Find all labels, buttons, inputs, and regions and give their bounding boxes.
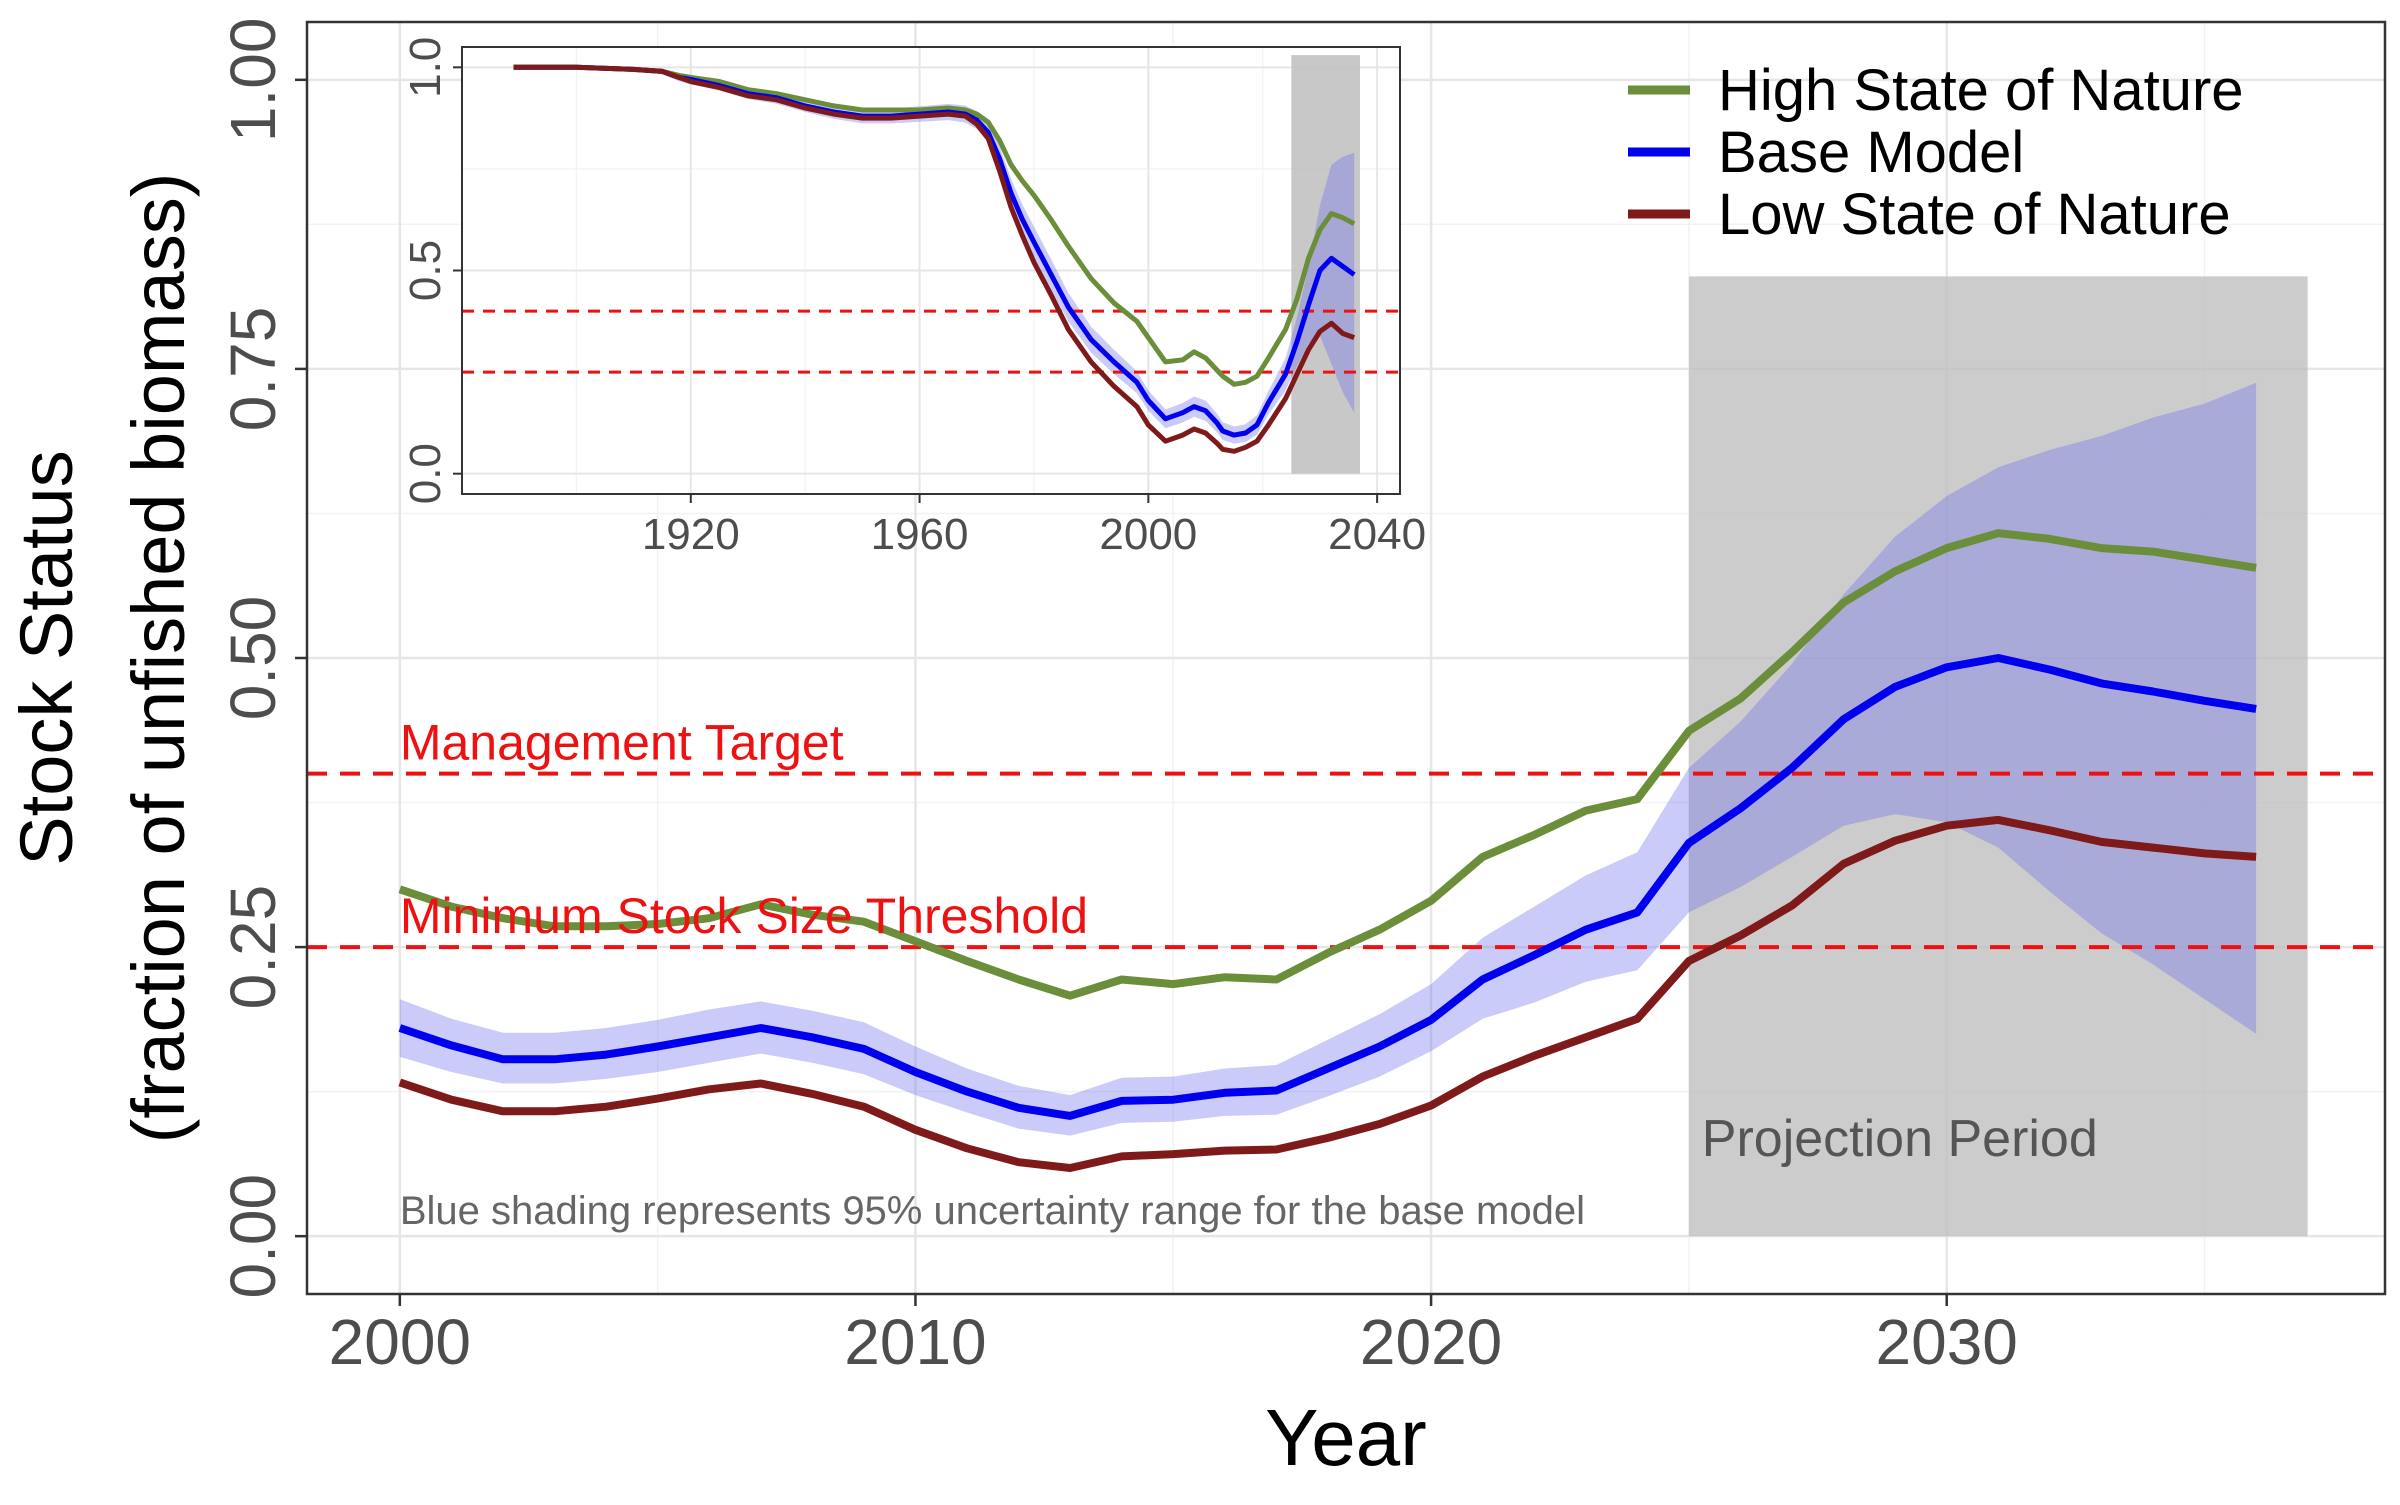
inset-x-tick-label: 1920 xyxy=(642,510,740,559)
x-axis-title: Year xyxy=(1265,1393,1427,1482)
x-tick-label: 2000 xyxy=(329,1306,471,1378)
y-tick-label: 0.75 xyxy=(217,307,289,432)
y-tick-label: 0.50 xyxy=(217,596,289,721)
y-tick-label: 0.00 xyxy=(217,1174,289,1299)
inset-x-tick-label: 2000 xyxy=(1099,510,1197,559)
inset-y-tick-label: 1.0 xyxy=(401,37,450,98)
inset-y-tick-label: 0.5 xyxy=(401,240,450,301)
legend-label-high: High State of Nature xyxy=(1718,58,2244,123)
x-tick-label: 2010 xyxy=(844,1306,986,1378)
x-tick-label: 2020 xyxy=(1360,1306,1502,1378)
y-tick-label: 1.00 xyxy=(217,18,289,143)
projection-period-label: Projection Period xyxy=(1702,1110,2098,1168)
y-axis-title-line2: (fraction of unfished biomass) xyxy=(117,173,200,1144)
x-tick-label: 2030 xyxy=(1876,1306,2018,1378)
management-target-label: Management Target xyxy=(400,715,844,771)
y-tick-label: 0.25 xyxy=(217,885,289,1010)
inset-chart: 1920 1960 2000 2040 0.0 0.5 1.0 xyxy=(401,37,1426,559)
legend-label-low: Low State of Nature xyxy=(1718,182,2231,247)
minimum-stock-threshold-label: Minimum Stock Size Threshold xyxy=(400,888,1088,944)
inset-x-tick-label: 1960 xyxy=(871,510,969,559)
inset-y-tick-label: 0.0 xyxy=(401,443,450,504)
legend-label-base: Base Model xyxy=(1718,120,2024,185)
inset-x-tick-label: 2040 xyxy=(1328,510,1426,559)
uncertainty-note: Blue shading represents 95% uncertainty … xyxy=(400,1189,1585,1233)
y-axis-title-line1: Stock Status xyxy=(5,450,88,865)
